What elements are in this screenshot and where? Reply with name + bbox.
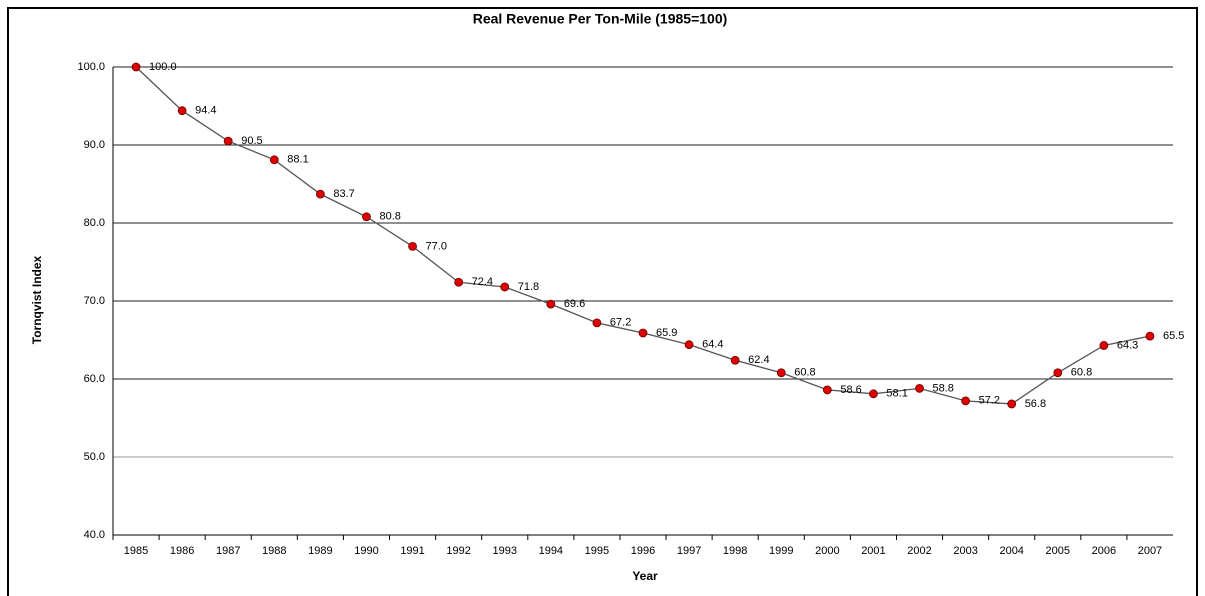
data-point xyxy=(454,277,464,287)
data-label: 100.0 xyxy=(149,61,177,73)
x-tick-label: 1985 xyxy=(124,545,148,557)
data-label: 77.0 xyxy=(426,240,447,252)
data-point xyxy=(592,318,602,328)
x-tick-label: 1998 xyxy=(723,545,747,557)
data-label: 58.8 xyxy=(933,382,954,394)
data-point xyxy=(500,282,510,292)
data-label: 83.7 xyxy=(333,188,354,200)
data-point xyxy=(1007,399,1017,409)
data-label: 64.3 xyxy=(1117,339,1138,351)
data-label: 58.1 xyxy=(886,388,907,400)
data-point xyxy=(961,396,971,406)
x-tick-label: 2004 xyxy=(999,545,1023,557)
data-label: 69.6 xyxy=(564,298,585,310)
data-label: 65.5 xyxy=(1163,330,1184,342)
data-point xyxy=(915,383,924,393)
data-point xyxy=(177,106,187,116)
data-point xyxy=(730,355,740,365)
data-label: 65.9 xyxy=(656,327,677,339)
data-label: 67.2 xyxy=(610,317,631,329)
data-label: 62.4 xyxy=(748,354,769,366)
x-tick-label: 1994 xyxy=(539,545,563,557)
x-tick-label: 1988 xyxy=(262,545,286,557)
x-tick-label: 1993 xyxy=(492,545,516,557)
data-point xyxy=(1053,368,1063,378)
y-tick-label: 90.0 xyxy=(84,139,105,151)
data-point xyxy=(1099,341,1109,350)
data-point xyxy=(223,136,233,146)
data-point xyxy=(315,189,325,199)
x-tick-label: 2007 xyxy=(1138,545,1162,557)
y-tick-label: 70.0 xyxy=(84,295,105,307)
x-tick-label: 1990 xyxy=(354,545,378,557)
data-point xyxy=(684,340,694,350)
y-tick-label: 50.0 xyxy=(84,451,105,463)
x-tick-label: 2002 xyxy=(907,545,931,557)
data-point xyxy=(638,328,648,338)
data-point xyxy=(822,385,832,395)
data-label: 58.6 xyxy=(840,384,861,396)
data-label: 57.2 xyxy=(979,395,1000,407)
y-tick-label: 80.0 xyxy=(84,217,105,229)
data-point xyxy=(869,389,878,399)
chart-title: Real Revenue Per Ton-Mile (1985=100) xyxy=(473,11,728,27)
data-label: 72.4 xyxy=(472,276,493,288)
x-tick-label: 1996 xyxy=(631,545,655,557)
x-tick-label: 1999 xyxy=(769,545,793,557)
data-point xyxy=(776,368,786,378)
data-point xyxy=(131,62,141,72)
y-axis-label: Tornqvist Index xyxy=(30,255,44,344)
x-tick-label: 1986 xyxy=(170,545,194,557)
data-point xyxy=(408,241,417,251)
data-point xyxy=(269,155,279,165)
data-label: 60.8 xyxy=(1071,367,1092,379)
data-label: 71.8 xyxy=(518,281,539,293)
x-tick-label: 1995 xyxy=(585,545,609,557)
data-label: 88.1 xyxy=(287,154,308,166)
x-tick-label: 2005 xyxy=(1046,545,1070,557)
x-tick-label: 1992 xyxy=(446,545,470,557)
y-tick-label: 100.0 xyxy=(77,61,105,73)
x-axis-label: Year xyxy=(632,569,658,583)
y-tick-label: 60.0 xyxy=(84,373,105,385)
data-label: 60.8 xyxy=(794,367,815,379)
data-line xyxy=(135,66,1151,405)
x-tick-label: 2001 xyxy=(861,545,885,557)
data-label: 64.4 xyxy=(702,339,723,351)
data-label: 80.8 xyxy=(379,211,400,223)
x-tick-label: 2006 xyxy=(1092,545,1116,557)
x-tick-label: 2003 xyxy=(953,545,977,557)
data-point xyxy=(362,212,371,222)
x-tick-label: 1997 xyxy=(677,545,701,557)
data-point xyxy=(1145,331,1155,341)
frame xyxy=(7,7,1198,596)
x-tick-label: 2000 xyxy=(815,545,839,557)
data-point xyxy=(546,299,556,309)
data-label: 94.4 xyxy=(195,105,216,117)
y-tick-label: 40.0 xyxy=(84,529,105,541)
x-tick-label: 1991 xyxy=(400,545,424,557)
data-label: 56.8 xyxy=(1025,398,1046,410)
x-tick-label: 1987 xyxy=(216,545,240,557)
x-tick-label: 1989 xyxy=(308,545,332,557)
data-label: 90.5 xyxy=(241,135,262,147)
